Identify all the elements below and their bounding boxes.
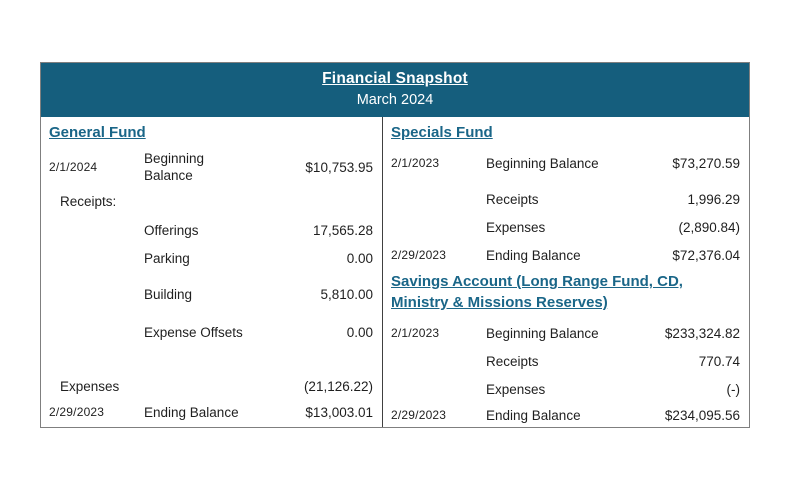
table-row: Building 5,810.00 bbox=[41, 284, 382, 304]
savings-account-heading: Savings Account (Long Range Fund, CD, Mi… bbox=[391, 273, 683, 311]
row-label: Ending Balance bbox=[486, 407, 581, 423]
report-header: Financial Snapshot March 2024 bbox=[41, 63, 749, 117]
general-fund-heading: General Fund bbox=[49, 124, 146, 141]
ending-label: Ending Balance bbox=[144, 404, 239, 420]
table-row: Expense Offsets 0.00 bbox=[41, 322, 382, 342]
table-row: Parking 0.00 bbox=[41, 248, 382, 268]
ending-date: 2/29/2023 bbox=[49, 405, 105, 419]
row-date: 2/1/2023 bbox=[391, 156, 440, 170]
row-date: 2/1/2023 bbox=[391, 326, 440, 340]
table-row: Receipts 1,996.29 bbox=[383, 189, 749, 209]
row-label: Beginning Balance bbox=[486, 155, 599, 171]
row-amount: 770.74 bbox=[698, 353, 740, 369]
row-label: Parking bbox=[144, 250, 190, 266]
expenses-amount: (21,126.22) bbox=[303, 378, 373, 394]
row-label: Beginning Balance bbox=[486, 325, 599, 341]
table-row: 2/29/2023 Ending Balance $13,003.01 bbox=[41, 402, 382, 422]
table-row: Offerings 17,565.28 bbox=[41, 220, 382, 240]
row-amount: (2,890.84) bbox=[678, 219, 740, 235]
report-body: General Fund 2/1/2024 Beginning Balance … bbox=[41, 117, 749, 427]
row-label: Offerings bbox=[144, 222, 199, 238]
column-divider bbox=[382, 117, 383, 427]
row-date: 2/29/2023 bbox=[391, 248, 447, 262]
row-amount: 1,996.29 bbox=[687, 191, 740, 207]
receipts-section-label: Receipts: bbox=[60, 193, 117, 209]
row-amount: $73,270.59 bbox=[672, 155, 740, 171]
table-row: 2/29/2023 Ending Balance $234,095.56 bbox=[383, 405, 749, 425]
table-row: Receipts: bbox=[41, 191, 382, 211]
row-label: Expense Offsets bbox=[144, 324, 243, 340]
row-amount: 17,565.28 bbox=[312, 222, 373, 238]
row-label: Ending Balance bbox=[486, 247, 581, 263]
row-label: Expenses bbox=[486, 381, 546, 397]
table-row: 2/29/2023 Ending Balance $72,376.04 bbox=[383, 245, 749, 265]
row-amount: (-) bbox=[726, 381, 741, 397]
specials-savings-column: Specials Fund 2/1/2023 Beginning Balance… bbox=[383, 117, 749, 427]
table-row: 2/1/2023 Beginning Balance $73,270.59 bbox=[383, 153, 749, 173]
table-row: 2/1/2023 Beginning Balance $233,324.82 bbox=[383, 323, 749, 343]
row-label: Building bbox=[144, 286, 193, 302]
general-fund-column: General Fund 2/1/2024 Beginning Balance … bbox=[41, 117, 382, 427]
financial-snapshot-table: Financial Snapshot March 2024 General Fu… bbox=[40, 62, 750, 428]
row-amount: $234,095.56 bbox=[664, 407, 740, 423]
row-amount: 0.00 bbox=[346, 324, 373, 340]
row-label: Expenses bbox=[486, 219, 546, 235]
table-row: Receipts 770.74 bbox=[383, 351, 749, 371]
report-title: Financial Snapshot bbox=[322, 70, 468, 87]
ending-amount: $13,003.01 bbox=[305, 404, 373, 420]
row-amount: $233,324.82 bbox=[664, 325, 740, 341]
beginning-date: 2/1/2024 bbox=[49, 160, 98, 174]
row-label: Receipts bbox=[486, 191, 539, 207]
report-period: March 2024 bbox=[356, 92, 434, 108]
table-row: Expenses (-) bbox=[383, 379, 749, 399]
row-amount: 5,810.00 bbox=[320, 286, 373, 302]
table-row: Expenses (2,890.84) bbox=[383, 217, 749, 237]
table-row: Expenses (21,126.22) bbox=[41, 376, 382, 396]
beginning-label: Beginning Balance bbox=[144, 151, 205, 183]
row-date: 2/29/2023 bbox=[391, 408, 447, 422]
expenses-label: Expenses bbox=[60, 378, 120, 394]
row-amount: $72,376.04 bbox=[672, 247, 740, 263]
row-amount: 0.00 bbox=[346, 250, 373, 266]
row-label: Receipts bbox=[486, 353, 539, 369]
beginning-amount: $10,753.95 bbox=[305, 159, 373, 175]
table-row: 2/1/2024 Beginning Balance $10,753.95 bbox=[41, 150, 382, 184]
specials-fund-heading: Specials Fund bbox=[391, 124, 493, 141]
